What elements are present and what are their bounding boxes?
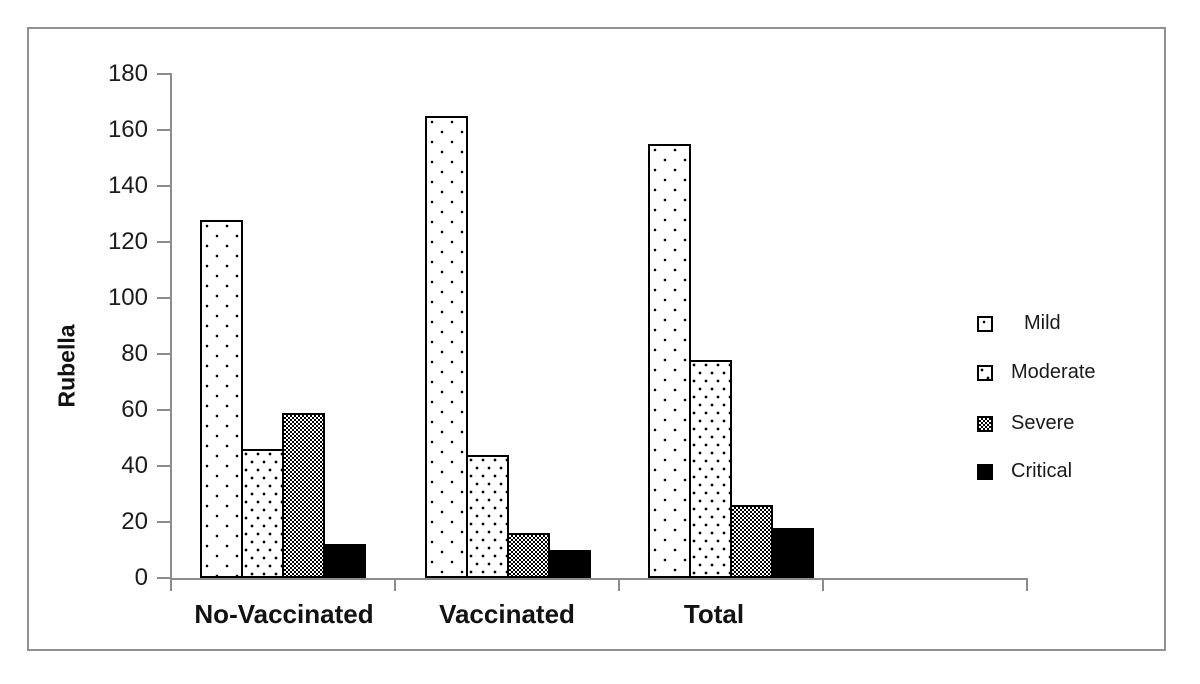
y-tick-label: 20	[121, 508, 148, 535]
y-tick-label: 140	[107, 172, 148, 199]
legend-swatch-mild	[977, 315, 993, 332]
legend-item-critical: Critical	[977, 460, 1072, 483]
bar-severe-vaccinated	[507, 533, 550, 578]
bar-mild-no-vaccinated	[200, 220, 243, 578]
legend-swatch-severe	[977, 415, 993, 432]
legend-label-mild: Mild	[1024, 312, 1061, 334]
x-tick	[394, 578, 396, 591]
bar-moderate-vaccinated	[466, 455, 509, 578]
bar-mild-total	[648, 144, 691, 578]
y-tick-label: 160	[107, 116, 148, 143]
bar-critical-total	[771, 528, 814, 578]
x-category-label-total: Total	[683, 599, 745, 629]
bar-severe-total	[730, 505, 773, 578]
bar-moderate-no-vaccinated	[241, 449, 284, 578]
y-tick	[157, 297, 170, 299]
bar-moderate-total	[689, 360, 732, 578]
y-tick-label: 80	[121, 340, 148, 367]
x-axis-line	[170, 578, 1028, 580]
y-axis-line	[170, 73, 172, 580]
y-tick	[157, 73, 170, 75]
x-tick	[618, 578, 620, 591]
y-tick	[157, 465, 170, 467]
y-tick-label: 60	[121, 396, 148, 423]
legend-item-severe: Severe	[977, 412, 1074, 435]
y-tick-label: 40	[121, 452, 148, 479]
bar-mild-vaccinated	[425, 116, 468, 578]
y-tick	[157, 185, 170, 187]
y-tick	[157, 577, 170, 579]
y-tick	[157, 241, 170, 243]
legend-item-moderate: Moderate	[977, 361, 1096, 384]
x-tick	[822, 578, 824, 591]
bar-critical-no-vaccinated	[323, 544, 366, 578]
legend-swatch-moderate	[977, 364, 993, 381]
x-category-label-no-vaccinated: No-Vaccinated	[194, 599, 374, 629]
legend-label-severe: Severe	[1011, 412, 1075, 434]
bar-severe-no-vaccinated	[282, 413, 325, 578]
y-tick-label: 180	[107, 60, 148, 87]
y-tick	[157, 353, 170, 355]
y-tick-label: 120	[107, 228, 148, 255]
y-tick-label: 0	[134, 564, 148, 591]
legend-label-critical: Critical	[1011, 460, 1073, 482]
y-tick	[157, 129, 170, 131]
x-tick	[170, 578, 172, 591]
y-tick-label: 100	[107, 284, 148, 311]
legend-item-mild: Mild	[977, 312, 1061, 335]
legend-swatch-critical	[977, 463, 993, 480]
y-tick	[157, 521, 170, 523]
x-category-label-vaccinated: Vaccinated	[439, 599, 575, 629]
y-tick	[157, 409, 170, 411]
bar-critical-vaccinated	[548, 550, 591, 578]
legend-label-moderate: Moderate	[1011, 361, 1096, 383]
x-tick	[1026, 578, 1028, 591]
